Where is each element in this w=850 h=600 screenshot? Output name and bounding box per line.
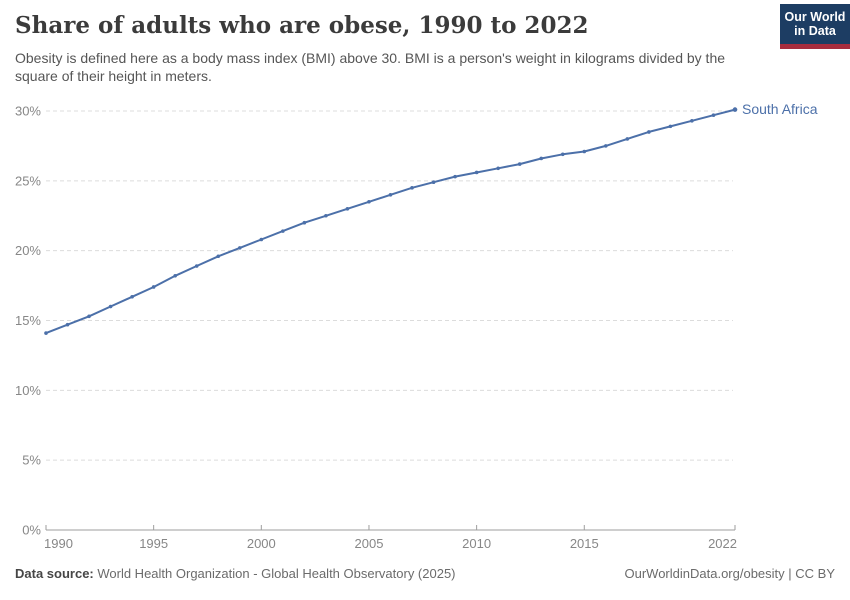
data-point-2005 — [367, 199, 371, 204]
data-point-2006 — [388, 193, 393, 197]
data-point-2008 — [431, 180, 436, 185]
x-tick-label-2005: 2005 — [355, 536, 384, 551]
data-point-2012 — [517, 162, 522, 166]
data-point-1993 — [108, 304, 113, 309]
x-tick-label-2000: 2000 — [247, 536, 276, 551]
data-point-2021 — [711, 113, 716, 117]
data-point-2013 — [539, 156, 544, 161]
data-point-2020 — [690, 118, 694, 123]
data-point-1991 — [65, 322, 70, 327]
x-tick-label-1995: 1995 — [139, 536, 168, 551]
data-point-2007 — [410, 186, 414, 190]
data-point-2019 — [668, 124, 673, 129]
owid-logo-red-bar — [780, 43, 850, 49]
y-tick-label-25: 25% — [15, 173, 41, 188]
data-point-2002 — [302, 220, 307, 225]
page-title: Share of adults who are obese, 1990 to 2… — [15, 12, 589, 39]
chart-subtitle: Obesity is defined here as a body mass i… — [15, 49, 726, 85]
data-point-2003 — [324, 213, 328, 218]
chart-footer: Data source: World Health Organization -… — [15, 566, 835, 581]
data-point-2000 — [259, 237, 264, 242]
data-point-1997 — [194, 264, 199, 268]
y-tick-label-0: 0% — [22, 523, 41, 538]
owid-url-license[interactable]: OurWorldinData.org/obesity | CC BY — [624, 566, 836, 581]
y-tick-label-15: 15% — [15, 313, 41, 328]
data-source-note: Data source: World Health Organization -… — [15, 566, 456, 581]
x-tick-label-1990: 1990 — [44, 536, 73, 551]
data-point-2001 — [281, 229, 285, 233]
y-tick-label-30: 30% — [15, 104, 41, 119]
chart-area: 0% 5% 10% 15% 20% 25% 30% 1990 1995 2000 2005 2010 2… — [0, 95, 850, 555]
x-tick-label-2015: 2015 — [570, 536, 599, 551]
chart-header: Share of adults who are obese, 1990 to 2… — [15, 12, 835, 86]
data-point-1996 — [173, 274, 177, 278]
series-line-south-africa — [45, 108, 736, 335]
data-point-2016 — [604, 144, 608, 148]
data-point-1990 — [44, 331, 48, 335]
data-point-1999 — [237, 246, 242, 250]
data-point-2009 — [453, 174, 457, 179]
y-tick-label-10: 10% — [15, 383, 41, 398]
data-point-1998 — [216, 254, 221, 259]
data-source-text: World Health Organization - Global Healt… — [93, 566, 456, 581]
data-point-2014 — [560, 152, 565, 157]
data-point-2011 — [496, 166, 500, 171]
y-tick-label-20: 20% — [15, 243, 41, 258]
x-tick-label-2022: 2022 — [708, 536, 737, 551]
owid-logo-line2: in Data — [794, 24, 836, 39]
data-point-2004 — [345, 206, 350, 211]
data-point-2018 — [647, 130, 651, 134]
owid-logo-text: Our World in Data — [780, 4, 850, 44]
y-tick-label-5: 5% — [22, 453, 41, 468]
data-point-2015 — [582, 149, 587, 154]
data-point-2010 — [474, 170, 479, 175]
data-point-1994 — [130, 294, 134, 299]
owid-logo[interactable]: Our World in Data — [780, 4, 850, 49]
data-point-1992 — [87, 314, 91, 319]
x-tick-label-2010: 2010 — [462, 536, 491, 551]
data-point-2022 — [732, 107, 738, 112]
obesity-line-chart: 0% 5% 10% 15% 20% 25% 30% 1990 1995 2000 2005 2010 2… — [15, 101, 818, 551]
series-end-label: South Africa — [742, 101, 818, 117]
data-source-label: Data source: — [15, 566, 94, 581]
data-point-2017 — [625, 137, 630, 141]
owid-logo-line1: Our World — [784, 10, 846, 24]
data-point-1995 — [151, 285, 156, 289]
